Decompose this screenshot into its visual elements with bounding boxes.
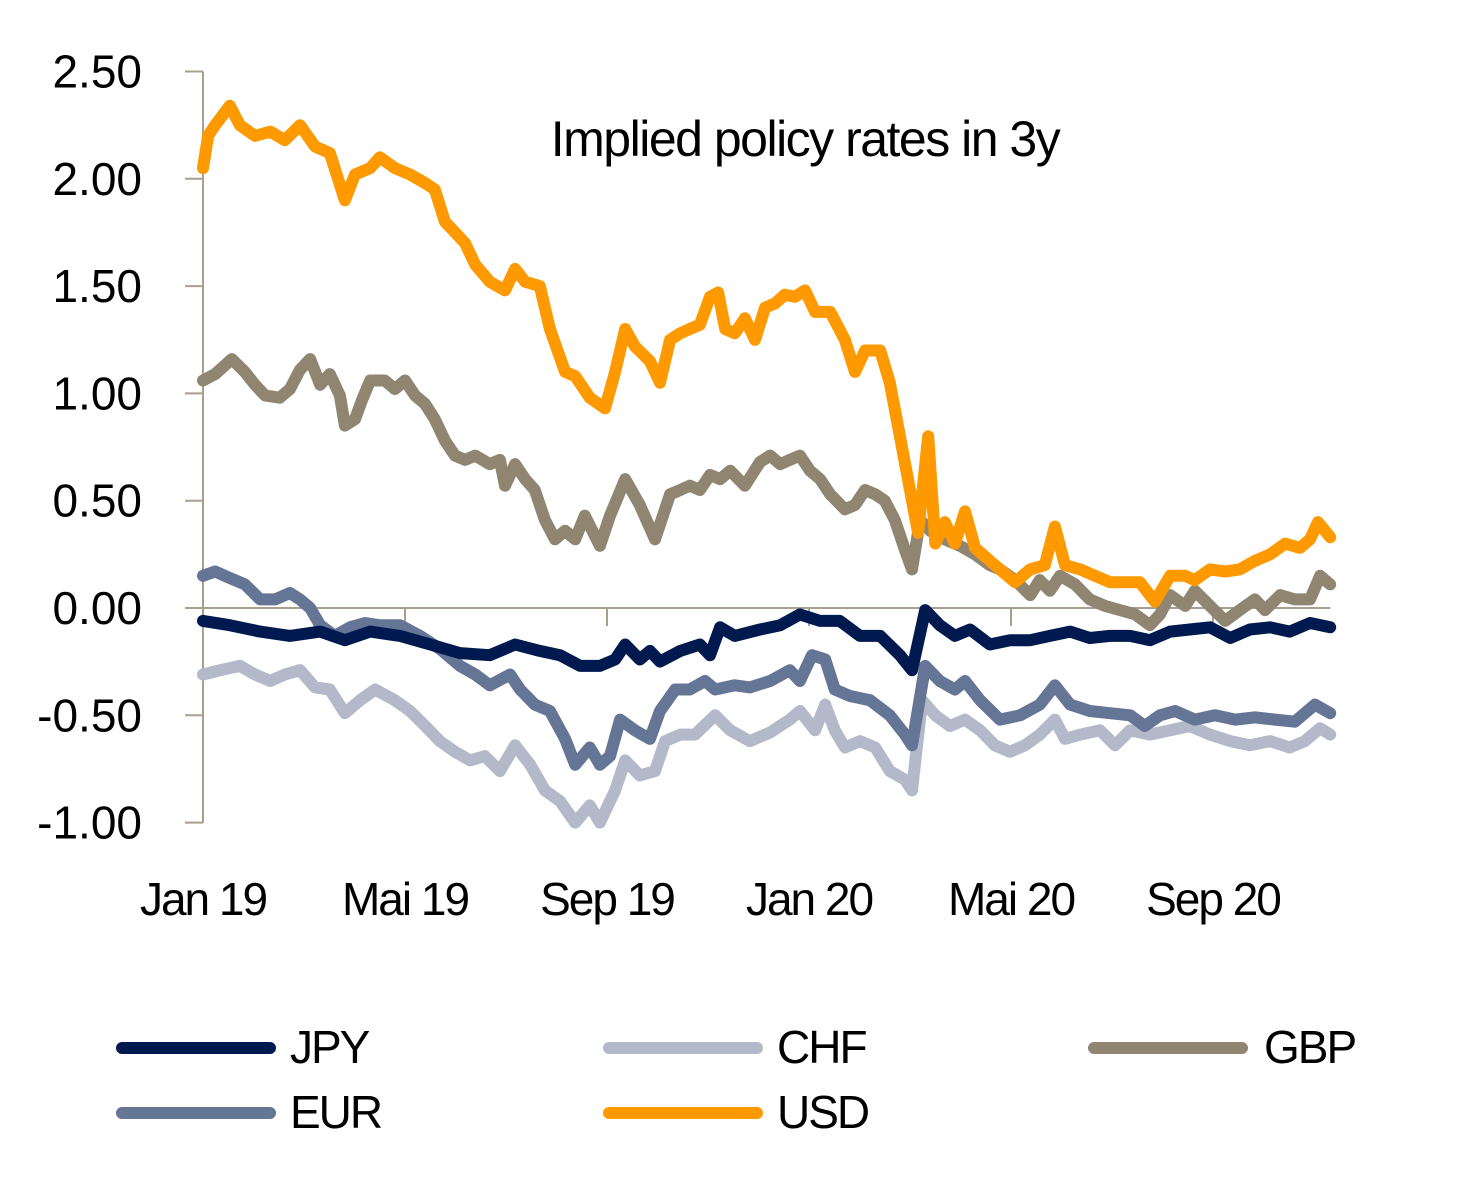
x-axis: Jan 19 Mai 19 Sep 19 Jan 20 Mai 20 Sep 20 — [140, 607, 1331, 925]
series-line-eur — [197, 565, 1337, 771]
x-tick-label: Jan 19 — [140, 873, 267, 925]
x-tick-label: Sep 19 — [540, 873, 674, 925]
x-tick-label: Mai 20 — [948, 873, 1074, 925]
legend-item-eur[interactable]: EUR — [116, 1086, 384, 1138]
chart-title: Implied policy rates in 3y — [551, 111, 1061, 167]
y-tick-label: 0.00 — [52, 582, 142, 634]
y-tick-label: 2.50 — [52, 46, 142, 98]
y-tick-label: -1.00 — [37, 797, 142, 849]
legend-label-usd: USD — [777, 1086, 869, 1138]
y-tick-label: 1.00 — [52, 367, 142, 419]
series-line-jpy — [197, 604, 1337, 677]
legend-label-gbp: GBP — [1264, 1021, 1355, 1073]
y-tick-label: 0.50 — [52, 475, 142, 527]
x-tick-label: Jan 20 — [746, 873, 873, 925]
x-tick-label: Sep 20 — [1146, 873, 1280, 925]
legend: JPY CHF GBP EUR USD — [116, 1021, 1357, 1138]
legend-label-chf: CHF — [777, 1021, 866, 1073]
legend-label-eur: EUR — [290, 1086, 382, 1138]
y-tick-label: -0.50 — [37, 689, 142, 741]
series-line-chf — [197, 659, 1337, 829]
x-tick-label: Mai 19 — [342, 873, 468, 925]
series-line-usd — [197, 99, 1337, 608]
y-tick-label: 2.00 — [52, 153, 142, 205]
legend-item-gbp[interactable]: GBP — [1088, 1021, 1357, 1073]
y-tick-label: 1.50 — [52, 260, 142, 312]
legend-item-usd[interactable]: USD — [603, 1086, 871, 1138]
legend-item-jpy[interactable]: JPY — [116, 1021, 372, 1073]
legend-label-jpy: JPY — [290, 1021, 370, 1073]
series-layer — [197, 99, 1337, 829]
legend-item-chf[interactable]: CHF — [603, 1021, 868, 1073]
y-axis: 2.50 2.00 1.50 1.00 0.50 0.00 -0.50 -1.00 — [37, 46, 204, 849]
series-line-gbp — [197, 353, 1337, 632]
